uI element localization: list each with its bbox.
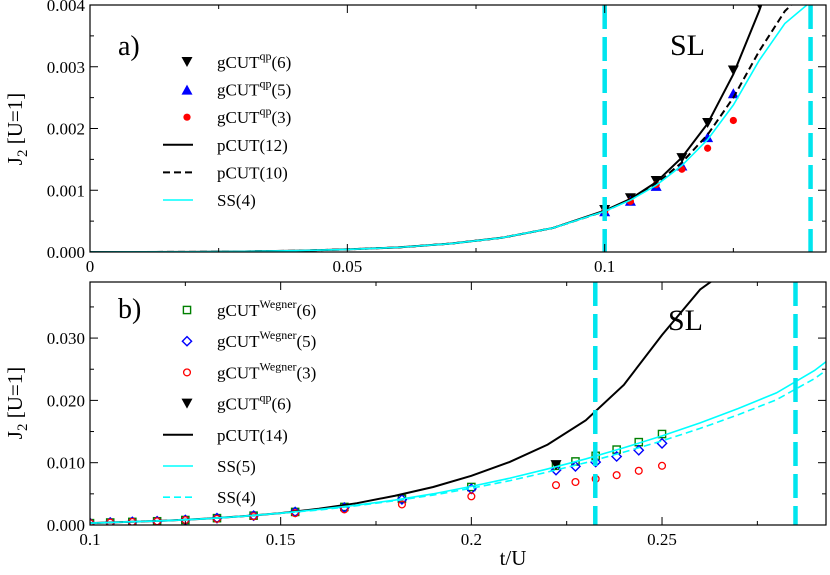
series-markers-1-3	[550, 460, 562, 471]
series-markers-1-1	[90, 437, 668, 525]
legend-label: pCUT(12)	[217, 136, 288, 155]
data-point	[612, 471, 621, 480]
legend-marker	[182, 305, 192, 315]
series-markers-0-1	[599, 88, 739, 217]
legend-label: gCUTWegner(3)	[217, 359, 316, 382]
data-point	[291, 509, 300, 518]
x-tick-label: 0.1	[594, 257, 615, 276]
data-point	[467, 492, 476, 501]
x-tick-label: 0.05	[332, 257, 362, 276]
x-axis-label: t/U	[500, 546, 527, 570]
legend-marker	[181, 57, 193, 67]
data-point	[551, 481, 561, 490]
legend-item: gCUTWegner(3)	[182, 359, 316, 382]
legend-label: gCUTqp(5)	[217, 77, 291, 100]
legend-item: gCUTqp(3)	[183, 104, 291, 127]
y-tick-label: 0.004	[47, 0, 86, 15]
data-point	[757, 5, 762, 9]
y-tick-label: 0.020	[47, 391, 85, 410]
y-tick-label: 0.030	[47, 329, 85, 348]
data-point	[704, 144, 712, 152]
legend-label: SS(5)	[217, 457, 256, 476]
series-line-1-6	[90, 369, 826, 524]
y-axis-label: J2 [U=1]	[3, 93, 31, 165]
data-point	[571, 477, 580, 487]
legend-item: pCUT(10)	[163, 163, 288, 182]
x-tick-label: 0.15	[266, 530, 296, 549]
legend-item: SS(4)	[163, 488, 256, 507]
legend-item: pCUT(12)	[163, 136, 288, 155]
legend-item: gCUTWegner(5)	[181, 328, 316, 351]
legend-label: SS(4)	[217, 191, 256, 210]
data-point	[727, 88, 739, 99]
x-tick-label: 0.2	[461, 530, 482, 549]
data-point	[729, 116, 737, 125]
legend-label: SS(4)	[217, 488, 256, 507]
legend-label: pCUT(10)	[217, 163, 288, 182]
x-tick-label: 0	[86, 257, 95, 276]
panel-label: b)	[118, 294, 141, 325]
region-label: SL	[670, 29, 705, 62]
legend-item: SS(5)	[163, 457, 256, 476]
legend-label: gCUTqp(6)	[217, 391, 291, 414]
data-point	[569, 460, 582, 473]
y-tick-label: 0.003	[47, 58, 85, 77]
legend-item: gCUTqp(5)	[181, 77, 291, 100]
legend-marker	[181, 335, 193, 347]
legend-label: gCUTqp(3)	[217, 104, 291, 127]
plot-area	[90, 282, 826, 525]
legend-marker	[181, 398, 193, 409]
y-tick-label: 0.001	[47, 181, 85, 200]
legend-label: gCUTqp(6)	[217, 49, 291, 72]
y-tick-label: 0.002	[47, 120, 85, 139]
data-point	[397, 500, 406, 509]
panel-a: 0 0.05 0.1 0.000 0.001 0.002 0.003 0.004 J2 [U=1…	[3, 0, 827, 276]
plot-frame	[89, 281, 827, 526]
series-line-1-5	[90, 361, 826, 524]
data-point	[634, 466, 643, 475]
legend: gCUTWegner(6) gCUTWegner(5) gCUTWegner(3) g…	[163, 297, 316, 507]
legend-item: gCUTWegner(6)	[182, 297, 316, 320]
legend-item: gCUTqp(6)	[181, 391, 291, 414]
y-axis-label: J2 [U=1]	[3, 367, 31, 439]
series-markers-1-2	[90, 461, 667, 525]
data-point	[657, 461, 667, 470]
panel-label: a)	[118, 31, 140, 62]
y-tick-label: 0.000	[47, 243, 85, 262]
legend-marker	[182, 368, 192, 377]
panel-b: 0.1 0.15 0.2 0.25 0.000 0.010 0.020 0.030 J2 [U=…	[3, 281, 827, 570]
legend-label: gCUTWegner(6)	[217, 297, 316, 320]
legend-marker	[183, 113, 191, 121]
region-label: SL	[668, 304, 703, 337]
series-markers-1-0	[90, 429, 667, 525]
data-point	[702, 132, 714, 143]
legend-label: pCUT(14)	[217, 426, 288, 445]
legend-marker	[181, 84, 193, 95]
x-tick-label: 0.1	[79, 530, 100, 549]
legend-item: gCUTqp(6)	[181, 49, 291, 72]
y-tick-label: 0.000	[47, 516, 85, 535]
legend-item: pCUT(14)	[163, 426, 288, 445]
data-point	[550, 460, 562, 471]
legend: gCUTqp(6) gCUTqp(5) gCUTqp(3) pCUT(12) pCUT(…	[163, 49, 291, 210]
y-tick-label: 0.010	[47, 454, 85, 473]
legend-label: gCUTWegner(5)	[217, 328, 316, 351]
legend-item: SS(4)	[163, 191, 256, 210]
series-markers-0-2	[601, 116, 737, 215]
x-tick-label: 0.25	[647, 530, 677, 549]
